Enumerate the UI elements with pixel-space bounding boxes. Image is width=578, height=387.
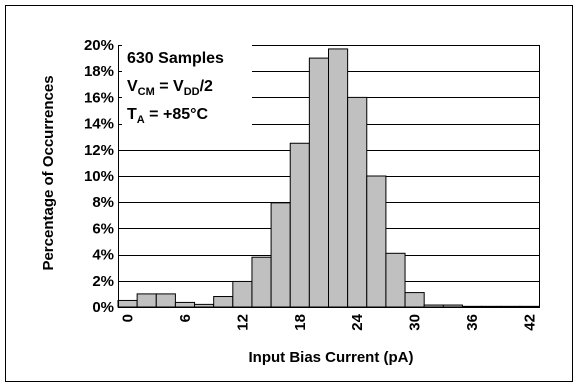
y-tick-label-8: 16% xyxy=(84,89,114,106)
y-tick-labels: 0% 2% 4% 6% 8% 10% 12% 14% 16% 18% 20% xyxy=(84,37,114,316)
histogram-bar-10 xyxy=(308,57,330,308)
x-tick-label-7: 42 xyxy=(521,314,538,331)
histogram-bar-13 xyxy=(366,175,387,308)
y-tick-label-0: 0% xyxy=(92,299,114,316)
histogram-bar-16 xyxy=(423,304,444,308)
annotation-samples: 630 Samples xyxy=(127,50,224,67)
histogram-bar-4 xyxy=(194,303,215,308)
x-tick-label-1: 6 xyxy=(177,314,194,322)
histogram-bar-8 xyxy=(270,202,291,308)
x-tick-label-5: 30 xyxy=(407,314,424,331)
histogram-bar-7 xyxy=(251,256,272,308)
histogram-bar-2 xyxy=(155,293,176,308)
histogram-bar-15 xyxy=(404,292,425,308)
y-tick-label-9: 18% xyxy=(84,63,114,80)
plot-area xyxy=(118,45,540,308)
annotation-background xyxy=(122,44,252,126)
ta-subscript: A xyxy=(137,114,145,126)
annotation-ta: TA = +85°C xyxy=(127,106,209,126)
histogram-bar-6 xyxy=(232,280,253,308)
x-tick-labels: 0 6 12 18 24 30 36 42 xyxy=(120,313,539,330)
y-tick-label-10: 20% xyxy=(84,37,114,54)
ta-symbol: T xyxy=(127,106,137,123)
vcm-symbol: V xyxy=(127,78,138,95)
x-tick-label-4: 24 xyxy=(349,313,366,330)
histogram-bars xyxy=(117,48,540,308)
x-axis-label: Input Bias Current (pA) xyxy=(249,349,414,366)
x-tick-label-2: 12 xyxy=(234,314,251,331)
histogram-bar-11 xyxy=(328,48,349,308)
figure-border xyxy=(5,5,573,382)
histogram-bar-14 xyxy=(385,252,406,308)
vdd-subscript: DD xyxy=(184,86,200,98)
histogram-bar-17 xyxy=(442,304,463,308)
histogram-bar-3 xyxy=(174,301,196,308)
vdd-tail: /2 xyxy=(200,78,213,95)
x-tick-label-6: 36 xyxy=(464,314,481,331)
y-tick-label-5: 10% xyxy=(84,168,114,185)
ta-value: = +85°C xyxy=(145,106,209,123)
y-tick-label-3: 6% xyxy=(92,220,114,237)
y-tick-label-4: 8% xyxy=(92,194,114,211)
histogram-bar-20 xyxy=(500,305,521,308)
x-tick-label-3: 18 xyxy=(292,314,309,331)
y-tick-label-2: 4% xyxy=(92,247,114,264)
histogram-bar-5 xyxy=(213,296,234,308)
histogram-bar-9 xyxy=(289,142,310,308)
y-tick-label-7: 14% xyxy=(84,116,114,133)
histogram-bar-19 xyxy=(481,305,502,308)
histogram-bar-21 xyxy=(519,305,540,308)
y-tick-label-6: 12% xyxy=(84,142,114,159)
vcm-subscript: CM xyxy=(138,86,155,98)
y-axis-label: Percentage of Occurrences xyxy=(40,75,57,270)
histogram-bar-18 xyxy=(461,305,483,308)
annotation-vcm: VCM = VDD/2 xyxy=(127,78,213,98)
vcm-equals: = V xyxy=(155,78,184,95)
histogram-bar-12 xyxy=(347,96,368,308)
y-tick-label-1: 2% xyxy=(92,273,114,290)
annotation-box: 630 Samples VCM = VDD/2 TA = +85°C xyxy=(122,44,252,126)
histogram-bar-0 xyxy=(117,299,138,308)
x-tick-label-0: 0 xyxy=(120,314,137,322)
histogram-bar-1 xyxy=(136,293,157,308)
